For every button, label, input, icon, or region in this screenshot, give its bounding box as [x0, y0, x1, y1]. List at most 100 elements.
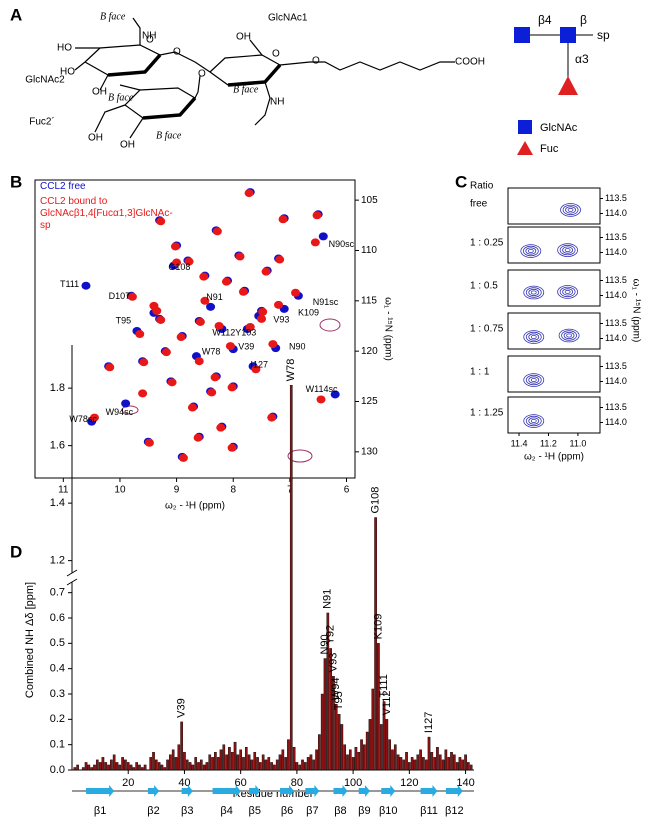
bar [363, 744, 366, 771]
contour [564, 289, 571, 294]
x-tick-label: 6 [344, 485, 350, 496]
peak-label: W78 [202, 347, 221, 357]
bar [112, 754, 116, 771]
legend: CCL2 free CCL2 bound to GlcNAcβ1,4[Fucα1,… [40, 181, 180, 235]
bar [214, 752, 217, 771]
bar [90, 767, 94, 771]
peak [184, 257, 194, 266]
bar [110, 759, 113, 771]
contour [523, 330, 545, 344]
strand-label: β5 [249, 805, 261, 817]
y-tick-label: 0.1 [50, 739, 65, 751]
beta-strand [147, 785, 160, 797]
peak [139, 358, 149, 367]
contour [523, 285, 545, 300]
contour [557, 243, 579, 257]
ratio-label: 1 : 1 [470, 367, 490, 378]
bar [385, 719, 389, 771]
peak [156, 217, 166, 226]
peak [156, 315, 166, 324]
y-tick-label: 113.5 [605, 275, 627, 285]
bar [76, 764, 79, 771]
panel-label: A [10, 5, 22, 24]
panel-label: B [10, 172, 22, 191]
strand-label: β2 [147, 805, 159, 817]
peak [268, 340, 278, 349]
contour [530, 377, 537, 382]
contour [565, 206, 576, 214]
y-tick-label: 0.7 [50, 587, 65, 599]
peak [251, 365, 261, 374]
peak [278, 215, 288, 224]
chemical-structure [74, 17, 455, 139]
y-tick-label: 130 [361, 446, 378, 457]
bar [461, 759, 465, 771]
peak [312, 211, 322, 220]
bar [467, 762, 470, 771]
beta-strand [86, 785, 115, 797]
y-tick-label: 113.5 [605, 361, 627, 371]
fuc-symbol [558, 76, 578, 95]
panel-label: C [455, 172, 467, 191]
bar [455, 762, 459, 771]
bar [320, 693, 324, 771]
x-tick-label: 11.0 [569, 438, 586, 448]
strand-label: β3 [181, 805, 193, 817]
bar [194, 757, 198, 771]
bar [304, 762, 307, 771]
peak [318, 232, 328, 241]
bar [104, 762, 108, 771]
contour [560, 203, 581, 217]
glcnac-symbol [560, 27, 576, 43]
peak [221, 277, 231, 286]
y-axis-label: Combined NH Δδ [ppm] [24, 582, 36, 698]
y-tick-label: 0.6 [50, 612, 65, 624]
bar [399, 757, 403, 771]
bar [301, 759, 304, 771]
peak [291, 288, 301, 297]
peak-label: W94sc [106, 407, 134, 417]
y-tick-label: 1.4 [50, 497, 65, 509]
contour [520, 244, 542, 258]
y-tick-label: 0.3 [50, 688, 65, 700]
peak-label: I127 [251, 360, 269, 370]
peak-label: V93 [273, 314, 289, 324]
bar [382, 701, 386, 771]
beta-strand [280, 785, 295, 797]
residue-label: W94 [330, 678, 342, 701]
bar [236, 754, 240, 771]
contour [567, 207, 574, 212]
bar [155, 759, 158, 771]
contour [530, 334, 537, 339]
residue-label: G108 [370, 487, 382, 514]
bar [396, 754, 400, 771]
peak [193, 433, 203, 442]
face-label: B face [108, 92, 134, 103]
legend-entry: CCL2 free [40, 181, 86, 192]
peak [261, 267, 271, 276]
beta-strand [212, 785, 241, 797]
ratio-label: 1 : 0.5 [470, 281, 498, 292]
peak [127, 292, 137, 301]
x-tick-label: 100 [344, 777, 362, 789]
peak-label: G108 [168, 262, 190, 272]
contour [530, 418, 537, 423]
bar [295, 762, 299, 771]
bar [115, 762, 119, 771]
bar [309, 754, 313, 771]
bar [87, 764, 91, 771]
atom: OH [92, 87, 107, 98]
peak [207, 388, 217, 397]
beta-strand [381, 785, 396, 797]
contour [530, 290, 537, 295]
bar [270, 762, 273, 771]
y-tick-label: 114.0 [605, 290, 627, 300]
bar [261, 754, 265, 771]
residue-label: Y92 [325, 625, 337, 645]
bar [332, 676, 335, 771]
x-tick-label: 20 [122, 777, 134, 789]
contour [527, 248, 534, 253]
contour [562, 288, 574, 296]
residue-label: K109 [372, 614, 384, 640]
